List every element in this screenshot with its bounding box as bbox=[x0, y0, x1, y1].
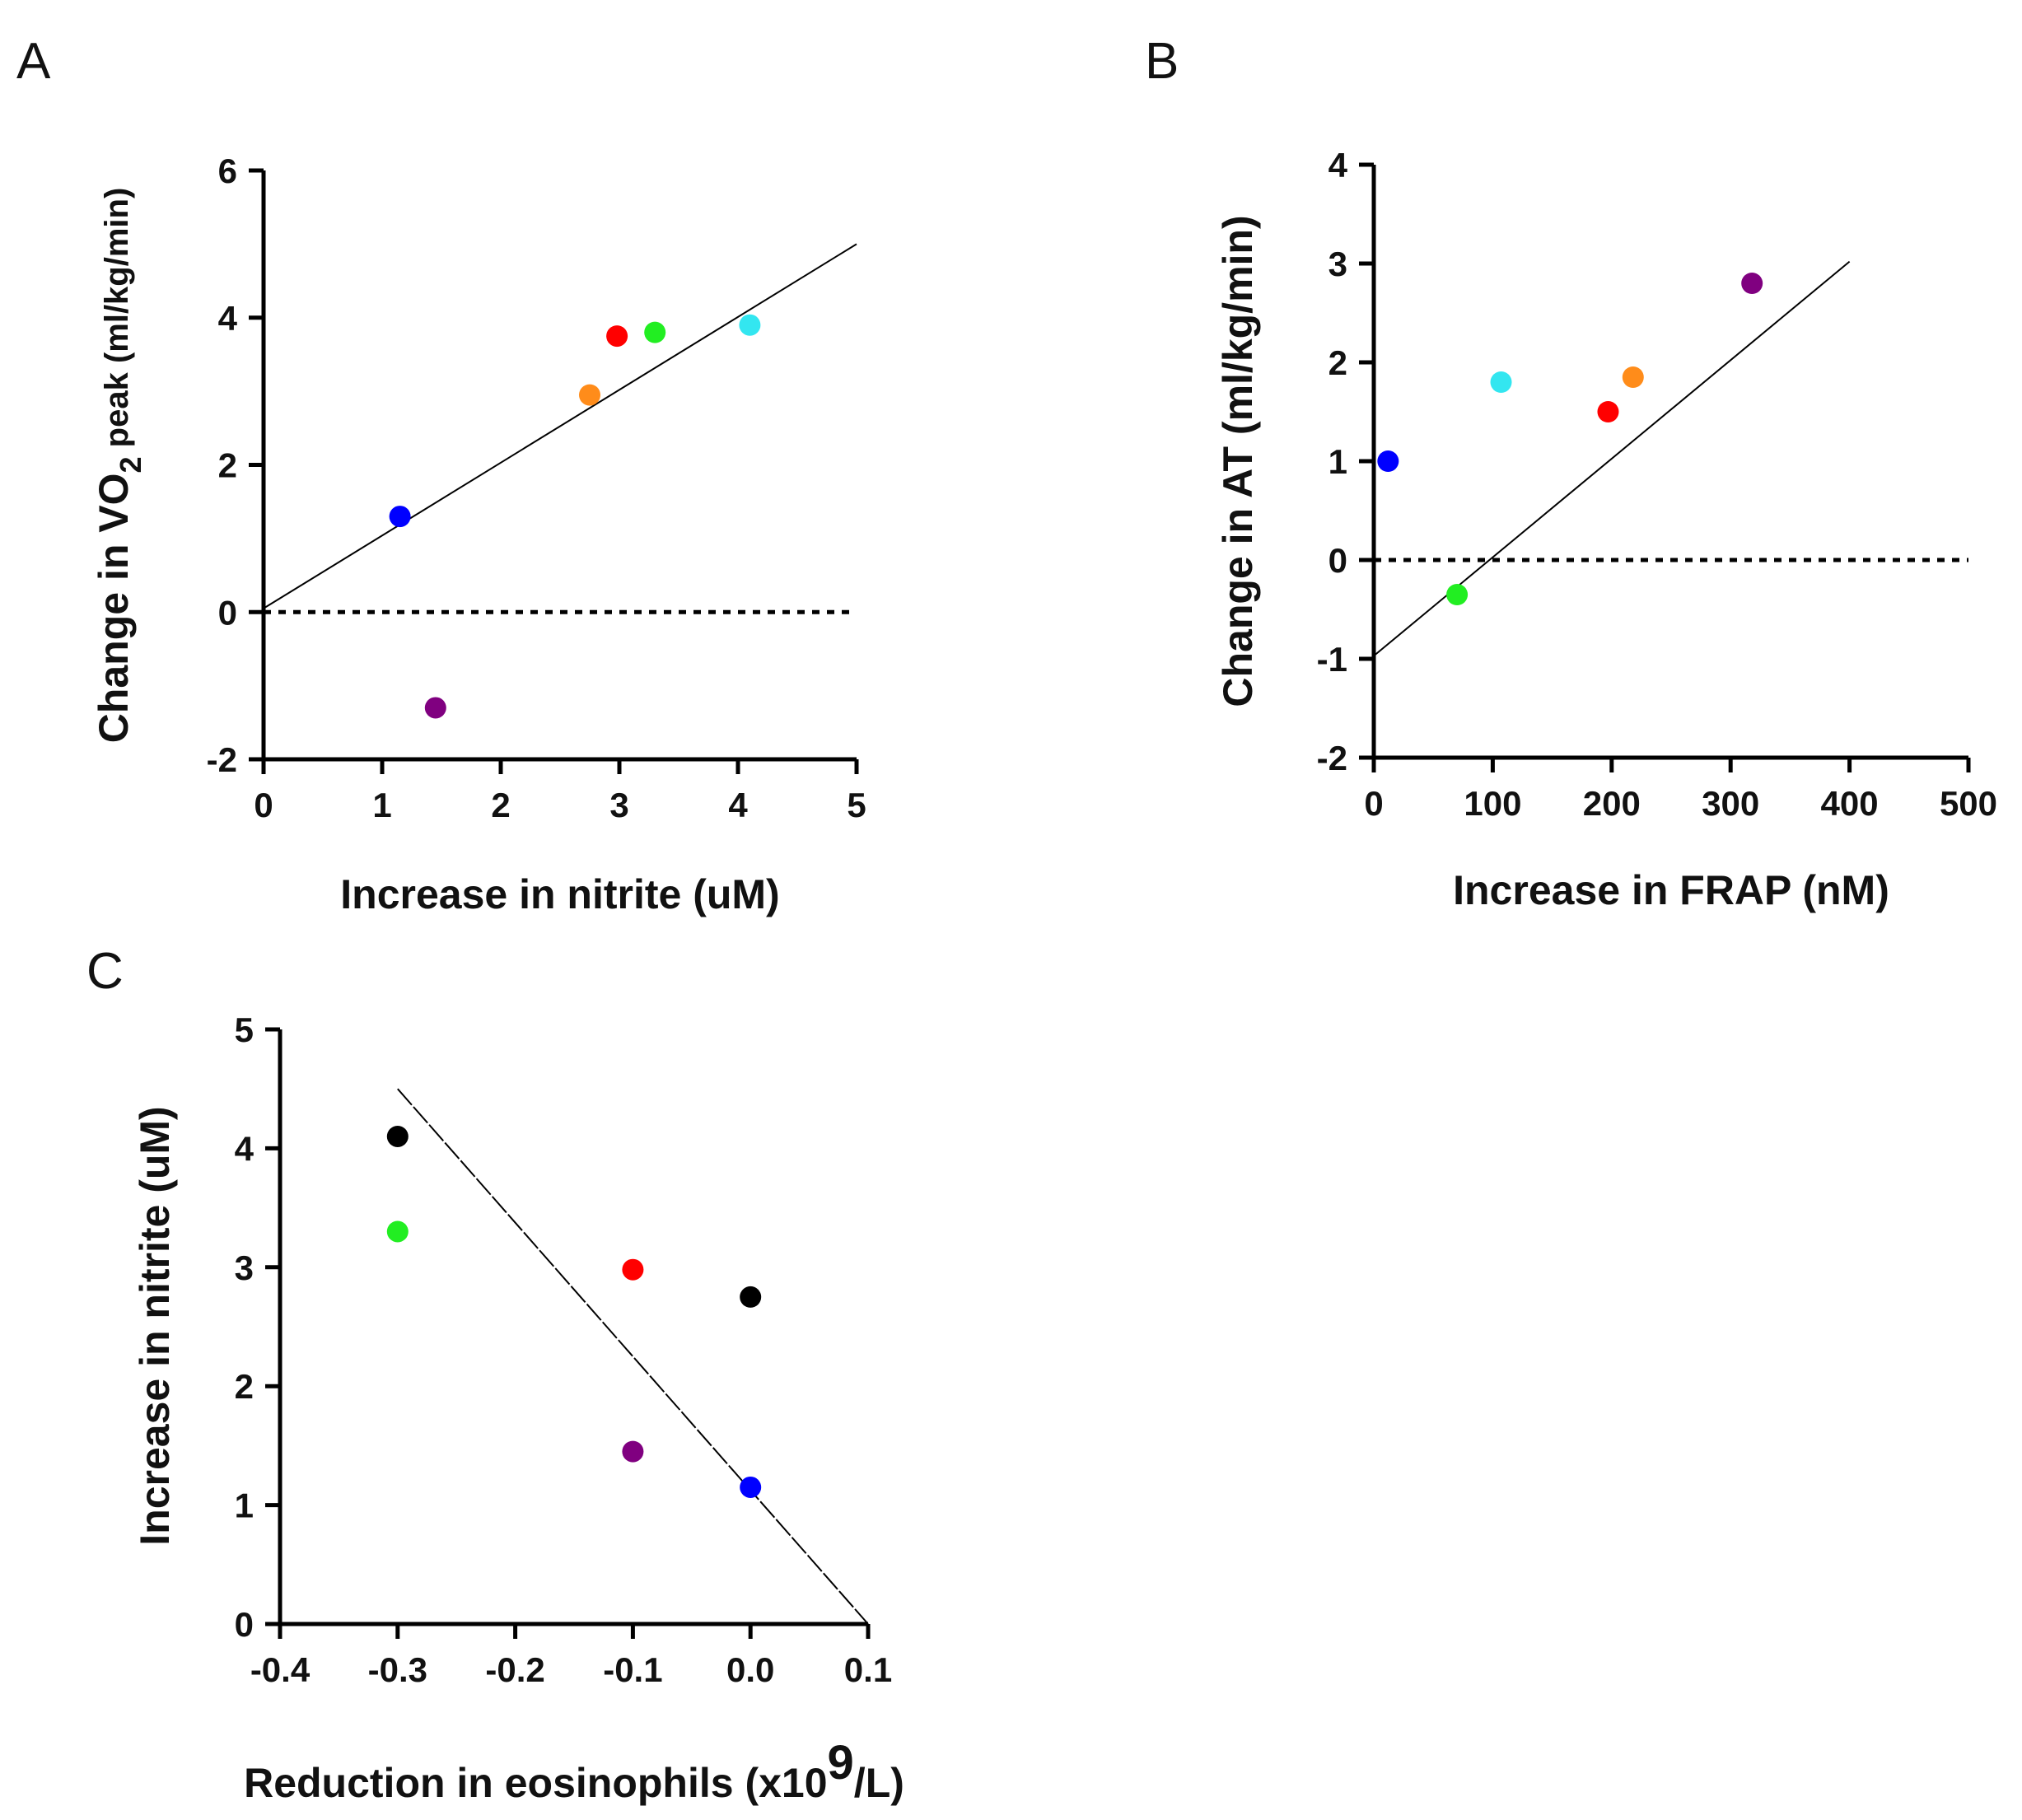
x-axis-title: Reduction in eosinophils (x109/L) bbox=[244, 1736, 904, 1806]
data-point bbox=[1377, 450, 1399, 472]
data-point bbox=[386, 1125, 409, 1147]
y-tick-label: 3 bbox=[235, 1248, 254, 1287]
y-tick-label: -1 bbox=[1317, 640, 1347, 679]
data-point bbox=[622, 1440, 644, 1463]
data-point bbox=[424, 697, 446, 719]
y-tick-label: 4 bbox=[1329, 146, 1348, 184]
panel-label-a: A bbox=[16, 33, 51, 90]
y-tick-label: -2 bbox=[1317, 739, 1347, 777]
y-tick-label: 5 bbox=[235, 1010, 254, 1049]
x-axis-title: Increase in nitrite (uM) bbox=[340, 871, 779, 917]
x-tick-label: 500 bbox=[1940, 784, 1997, 823]
data-point bbox=[740, 1476, 762, 1498]
x-tick-label: 400 bbox=[1821, 784, 1879, 823]
y-tick-label: 1 bbox=[235, 1486, 254, 1525]
data-point bbox=[579, 384, 600, 406]
x-axis-title: Increase in FRAP (nM) bbox=[1453, 867, 1889, 913]
data-point bbox=[622, 1258, 644, 1281]
y-tick-label: 4 bbox=[218, 299, 238, 338]
y-tick-label: -2 bbox=[207, 740, 237, 779]
data-point bbox=[386, 1220, 409, 1243]
x-tick-label: 1 bbox=[372, 786, 391, 824]
x-tick-label: 100 bbox=[1464, 784, 1521, 823]
x-tick-label: 0 bbox=[1364, 784, 1383, 823]
x-tick-label: 300 bbox=[1702, 784, 1759, 823]
data-point bbox=[1490, 371, 1512, 393]
y-axis-title: Change in VO2 peak (ml/kg/min) bbox=[91, 188, 147, 744]
y-tick-label: 2 bbox=[235, 1367, 254, 1406]
x-tick-label: 4 bbox=[728, 786, 748, 824]
data-point bbox=[739, 314, 761, 336]
x-tick-label: -0.3 bbox=[368, 1650, 427, 1689]
x-tick-label: 200 bbox=[1583, 784, 1641, 823]
y-tick-label: 4 bbox=[235, 1129, 255, 1168]
x-tick-label: 3 bbox=[609, 786, 628, 824]
regression-line bbox=[1373, 260, 1851, 657]
y-axis-title: Increase in nitrite (uM) bbox=[132, 1106, 178, 1545]
data-point bbox=[389, 506, 411, 528]
y-tick-label: 2 bbox=[218, 446, 237, 485]
y-tick-label: 6 bbox=[218, 152, 237, 190]
plot-c: -0.4 -0.3 -0.2 -0.1 0.0 0.1 0 1 2 3 4 5 Reduction in… bbox=[132, 1010, 904, 1806]
y-tick-label: 1 bbox=[1329, 442, 1347, 481]
data-point bbox=[1741, 273, 1763, 294]
y-tick-label: 0 bbox=[218, 593, 237, 632]
x-tick-label: 0.1 bbox=[844, 1650, 892, 1689]
y-tick-label: 3 bbox=[1329, 245, 1347, 283]
data-point bbox=[606, 325, 628, 348]
data-point bbox=[644, 321, 666, 343]
x-tick-label: 0 bbox=[254, 786, 273, 824]
y-tick-label: 2 bbox=[1329, 343, 1347, 382]
x-tick-label: 0.0 bbox=[726, 1650, 774, 1689]
panel-label-b: B bbox=[1145, 33, 1179, 90]
data-point bbox=[1446, 584, 1469, 605]
x-tick-label: -0.1 bbox=[603, 1650, 662, 1689]
x-tick-label: 2 bbox=[491, 786, 510, 824]
panel-label-c: C bbox=[86, 943, 124, 1000]
data-point bbox=[740, 1286, 762, 1308]
y-tick-label: 0 bbox=[1329, 541, 1347, 580]
regression-line bbox=[263, 243, 857, 609]
plot-b: 0 100 200 300 400 500 -2 -1 0 1 2 3 4 Increase in FRA… bbox=[1215, 146, 1997, 913]
y-tick-label: 0 bbox=[235, 1605, 254, 1644]
plot-a: 0 1 2 3 4 5 -2 0 2 4 6 Increase in nitrite (uM) Chan… bbox=[91, 152, 866, 917]
x-tick-label: -0.2 bbox=[485, 1650, 544, 1689]
x-tick-label: -0.4 bbox=[250, 1650, 311, 1689]
regression-line bbox=[397, 1088, 869, 1625]
y-axis-title: Change in AT (ml/kg/min) bbox=[1215, 215, 1261, 707]
data-point bbox=[1622, 366, 1644, 388]
data-point bbox=[1597, 401, 1619, 422]
x-tick-label: 5 bbox=[847, 786, 866, 824]
